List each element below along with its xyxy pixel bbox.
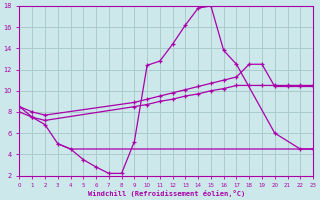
X-axis label: Windchill (Refroidissement éolien,°C): Windchill (Refroidissement éolien,°C) xyxy=(88,190,245,197)
